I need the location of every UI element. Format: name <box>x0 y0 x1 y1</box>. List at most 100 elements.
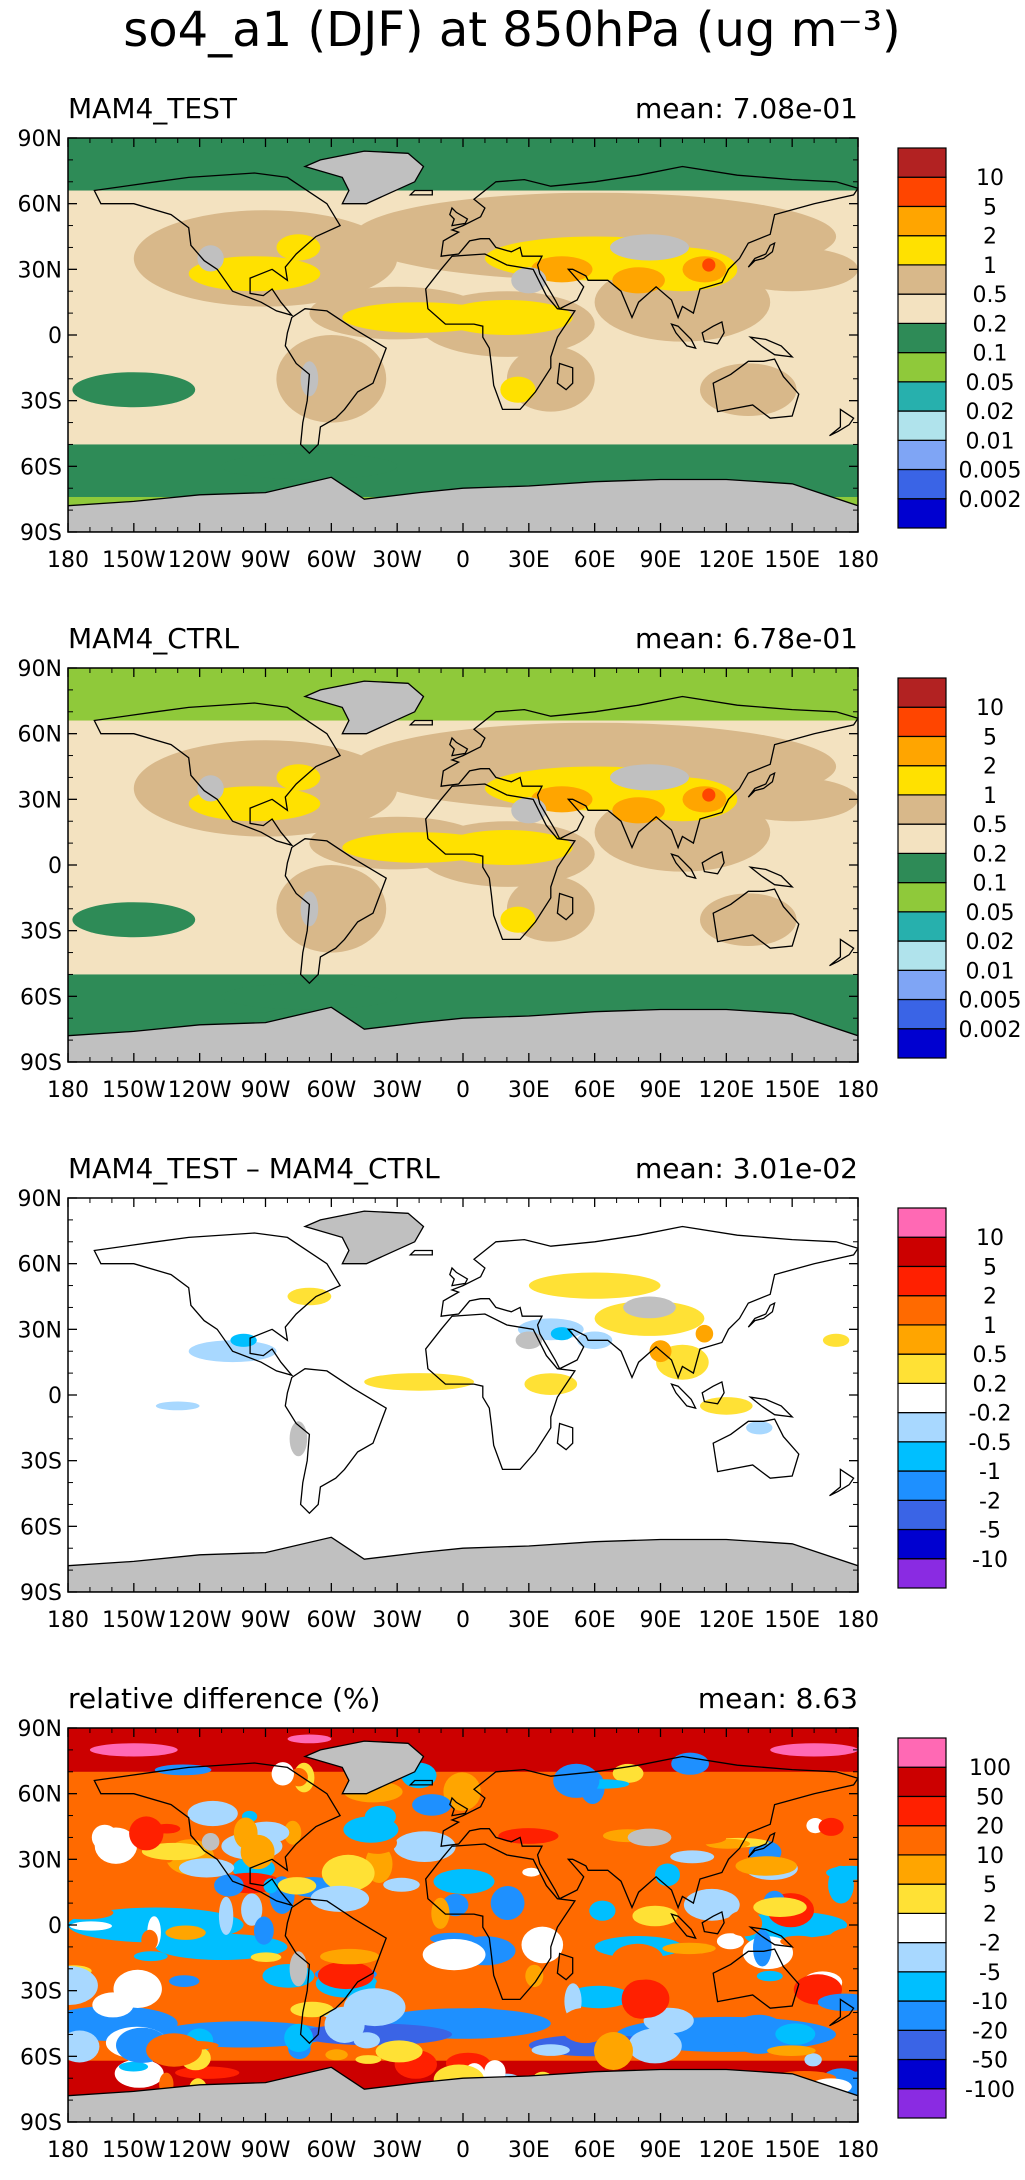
lon-tick-label: 30E <box>508 548 550 573</box>
coastline-borneo <box>701 850 725 875</box>
colorbar-label: 0.05 <box>966 371 1015 396</box>
colorbar-swatch <box>897 293 947 325</box>
lon-tick-label: 30W <box>372 1608 422 1633</box>
colorbar-swatch <box>897 1528 947 1560</box>
lon-tick-label: 0 <box>456 2138 470 2163</box>
coastline-japan <box>747 1831 776 1858</box>
colorbar-label: 0.1 <box>973 342 1008 367</box>
lon-tick-label: 90E <box>640 2138 682 2163</box>
colorbar-label: 2 <box>983 1902 997 1927</box>
coastlines <box>68 1740 858 2122</box>
colorbar-label: -50 <box>972 2049 1008 2074</box>
colorbar-label: -2 <box>979 1489 1001 1514</box>
coastline-antarctica <box>68 476 858 532</box>
coastline-sumatra <box>670 853 697 880</box>
colorbar: 0.002 0.005 0.01 0.02 0.05 0.1 0.2 0.5 1 2 5 10 <box>897 677 1022 1059</box>
lat-tick-label: 30S <box>20 920 62 945</box>
coastline-new-guinea <box>748 1396 794 1418</box>
colorbar-swatch <box>897 969 947 1001</box>
colorbar-swatch <box>897 176 947 207</box>
lon-tick-label: 150E <box>764 2138 820 2163</box>
map-panel: relative difference (%) mean: 8.63 90N 60N 3… <box>18 1682 1015 2163</box>
lon-tick-label: 30W <box>372 2138 422 2163</box>
coastline-africa <box>425 783 577 941</box>
coastline-iceland <box>408 189 433 196</box>
lat-tick-label: 30S <box>20 1450 62 1475</box>
lon-tick-label: 180 <box>47 548 89 573</box>
lat-tick-label: 60S <box>20 985 62 1010</box>
lat-tick-label: 90N <box>18 1187 62 1212</box>
colorbar-label: 0.002 <box>959 1018 1022 1043</box>
lat-tick-label: 0 <box>48 1384 62 1409</box>
lat-tick-label: 30N <box>18 1318 62 1343</box>
lon-tick-label: 60W <box>306 2138 356 2163</box>
colorbar-swatch <box>897 852 947 884</box>
lon-tick-label: 150W <box>102 2138 166 2163</box>
coastline-north-america <box>93 1762 342 1907</box>
colorbar-label: 1 <box>983 1314 997 1339</box>
colorbar-swatch <box>897 2088 947 2119</box>
colorbar-swatch <box>897 823 947 855</box>
colorbar-label: 0.01 <box>966 429 1015 454</box>
lon-tick-label: 150E <box>764 1608 820 1633</box>
colorbar-swatch <box>897 1854 947 1885</box>
colorbar-swatch <box>897 1295 947 1326</box>
lat-tick-label: 0 <box>48 854 62 879</box>
colorbar-label: 50 <box>976 1786 1004 1811</box>
colorbar-swatch <box>897 911 947 942</box>
colorbar-label: -20 <box>972 2019 1008 2044</box>
coastline-south-america <box>284 1368 387 1515</box>
colorbar-label: 0.5 <box>973 283 1008 308</box>
coastline-new-guinea <box>748 1926 794 1948</box>
colorbar-swatch <box>897 468 947 500</box>
colorbar-swatch <box>897 322 947 354</box>
lat-tick-label: 30N <box>18 258 62 283</box>
colorbar-swatch <box>897 498 947 529</box>
colorbar-swatch <box>897 1499 947 1531</box>
coastline-madagascar <box>556 362 574 391</box>
colorbar-swatch <box>897 794 947 825</box>
coastlines <box>68 680 858 1062</box>
colorbar-swatch <box>897 735 947 767</box>
colorbar-label: 1 <box>983 254 997 279</box>
coastline-eurasia <box>440 695 858 850</box>
colorbar-swatch <box>897 1441 947 1472</box>
colorbar-label: -2 <box>979 1932 1001 1957</box>
figure-title: so4_a1 (DJF) at 850hPa (ug m⁻³) <box>123 2 901 58</box>
lon-tick-label: 90W <box>241 1608 291 1633</box>
panel-mean: mean: 7.08e-01 <box>635 92 858 125</box>
contour-field <box>68 138 858 532</box>
lon-tick-label: 120E <box>698 1608 754 1633</box>
coastline-greenland <box>303 1740 425 1795</box>
colorbar-swatch <box>897 1825 947 1856</box>
lon-tick-label: 180 <box>837 1078 879 1103</box>
lon-tick-label: 90E <box>640 1608 682 1633</box>
colorbar-label: 0.02 <box>966 930 1015 955</box>
colorbar-swatch <box>897 1470 947 1501</box>
coastline-eurasia <box>440 1755 858 1910</box>
colorbar-label: 10 <box>976 166 1004 191</box>
coastline-borneo <box>701 320 725 345</box>
coastline-new-guinea <box>748 336 794 358</box>
colorbar-label: -10 <box>972 1548 1008 1573</box>
panel-mean: mean: 8.63 <box>698 1682 858 1715</box>
lon-tick-label: 30W <box>372 1078 422 1103</box>
coastline-south-america <box>284 1898 387 2045</box>
lat-tick-label: 60N <box>18 723 62 748</box>
lat-tick-label: 90S <box>20 1581 62 1606</box>
panel-mean: mean: 6.78e-01 <box>635 622 858 655</box>
colorbar-label: 0.2 <box>973 842 1008 867</box>
lon-tick-label: 0 <box>456 548 470 573</box>
lon-tick-label: 0 <box>456 1078 470 1103</box>
coastline-iceland <box>408 1779 433 1786</box>
panel-title: relative difference (%) <box>68 1682 380 1715</box>
map-panel: MAM4_CTRL mean: 6.78e-01 90N 60N 30N 0 30S 60S 9… <box>18 622 1022 1103</box>
colorbar-swatch <box>897 1737 947 1768</box>
panel-mean: mean: 3.01e-02 <box>635 1152 858 1185</box>
coastline-australia <box>712 1948 800 2009</box>
contour-field <box>68 1198 858 1592</box>
colorbar-label: 10 <box>976 1844 1004 1869</box>
coastline-eurasia <box>440 1225 858 1380</box>
